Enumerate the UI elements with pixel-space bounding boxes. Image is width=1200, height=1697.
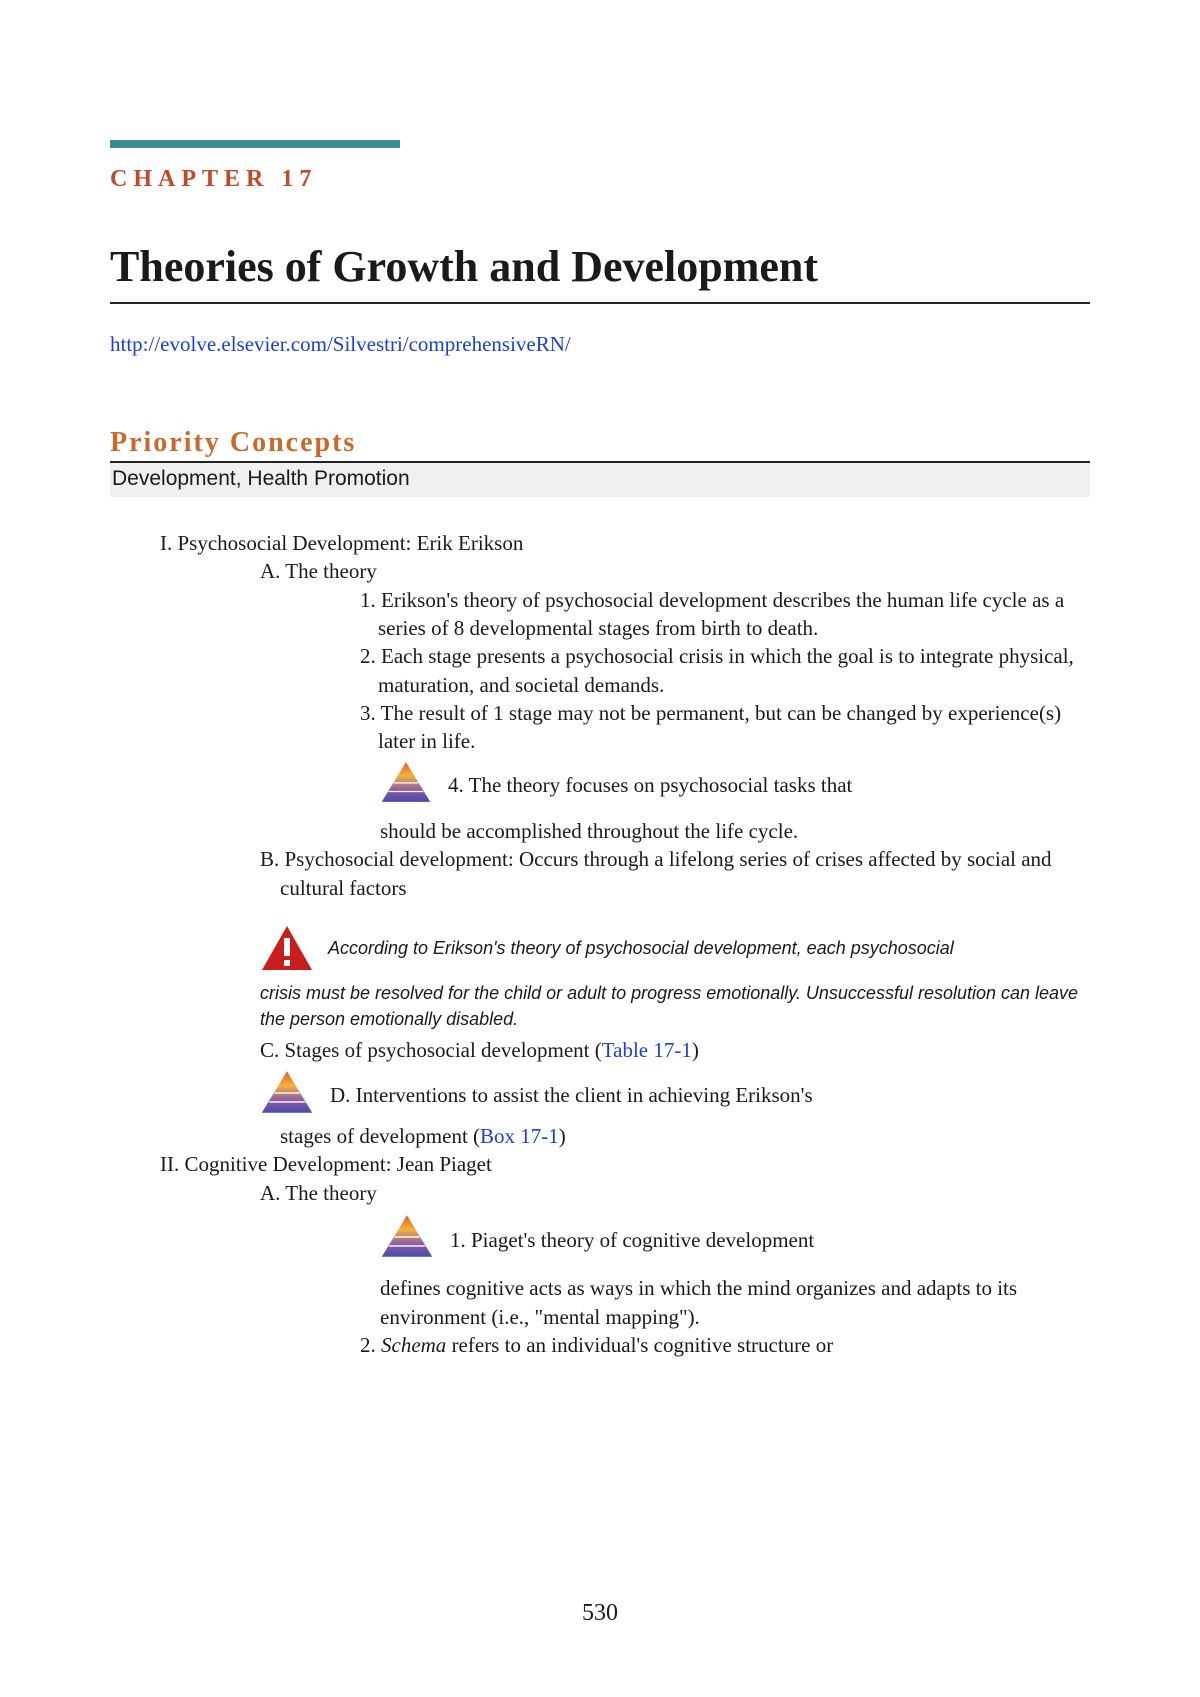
- outline-I: I. Psychosocial Development: Erik Erikso…: [160, 529, 1090, 557]
- outline-II-A: A. The theory: [260, 1179, 1090, 1207]
- outline-I-C-post: ): [692, 1038, 699, 1062]
- chapter-label: CHAPTER 17: [110, 166, 1090, 193]
- pyramid-icon: [260, 1069, 314, 1122]
- outline-I-A-4b: should be accomplished throughout the li…: [380, 817, 1090, 845]
- outline-I-D-line2-pre: stages of development (: [280, 1124, 480, 1148]
- chapter-title: Theories of Growth and Development: [110, 241, 1090, 304]
- outline-I-A-3: 3. The result of 1 stage may not be perm…: [360, 699, 1090, 756]
- outline-II: II. Cognitive Development: Jean Piaget: [160, 1150, 1090, 1178]
- outline-I-A-1: 1. Erikson's theory of psychosocial deve…: [360, 586, 1090, 643]
- outline-I-A: A. The theory: [260, 557, 1090, 585]
- alert-line1: According to Erikson's theory of psychos…: [328, 935, 954, 961]
- alert-triangle-icon: [260, 924, 314, 972]
- chapter-top-rule: [110, 140, 400, 148]
- priority-concepts-text: Development, Health Promotion: [110, 463, 1090, 497]
- priority-concepts-heading: Priority Concepts: [110, 427, 1090, 463]
- outline-I-C: C. Stages of psychosocial development (T…: [260, 1036, 1090, 1064]
- outline-II-A-1a: 1. Piaget's theory of cognitive developm…: [450, 1226, 814, 1254]
- outline-I-A-4-row: 4. The theory focuses on psychosocial ta…: [380, 760, 1090, 811]
- alert-block: According to Erikson's theory of psychos…: [260, 924, 1090, 1032]
- outline: I. Psychosocial Development: Erik Erikso…: [110, 529, 1090, 1359]
- evolve-link[interactable]: http://evolve.elsevier.com/Silvestri/com…: [110, 332, 1090, 357]
- outline-II-A-1-row: 1. Piaget's theory of cognitive developm…: [380, 1213, 1090, 1266]
- outline-I-B: B. Psychosocial development: Occurs thro…: [260, 845, 1090, 902]
- alert-line2: crisis must be resolved for the child or…: [260, 980, 1090, 1032]
- outline-I-A-2: 2. Each stage presents a psychosocial cr…: [360, 642, 1090, 699]
- schema-term: Schema: [381, 1333, 446, 1357]
- pyramid-icon: [380, 760, 432, 811]
- outline-I-D-line2-post: ): [559, 1124, 566, 1148]
- outline-I-D-line2: stages of development (Box 17-1): [280, 1122, 1090, 1150]
- outline-I-D-row: D. Interventions to assist the client in…: [260, 1069, 1090, 1122]
- outline-II-A-1b: defines cognitive acts as ways in which …: [380, 1274, 1090, 1331]
- pyramid-icon: [380, 1213, 434, 1266]
- outline-I-C-pre: C. Stages of psychosocial development (: [260, 1038, 602, 1062]
- outline-I-D-pre: D. Interventions to assist the client in…: [330, 1081, 813, 1109]
- outline-II-A-2-post: refers to an individual's cognitive stru…: [446, 1333, 833, 1357]
- table-17-1-link[interactable]: Table 17-1: [602, 1038, 692, 1062]
- page-number: 530: [0, 1600, 1200, 1627]
- outline-I-A-4a: 4. The theory focuses on psychosocial ta…: [448, 771, 852, 799]
- outline-II-A-2-pre: 2.: [360, 1333, 381, 1357]
- box-17-1-link[interactable]: Box 17-1: [480, 1124, 559, 1148]
- outline-II-A-2: 2. Schema refers to an individual's cogn…: [360, 1331, 1090, 1359]
